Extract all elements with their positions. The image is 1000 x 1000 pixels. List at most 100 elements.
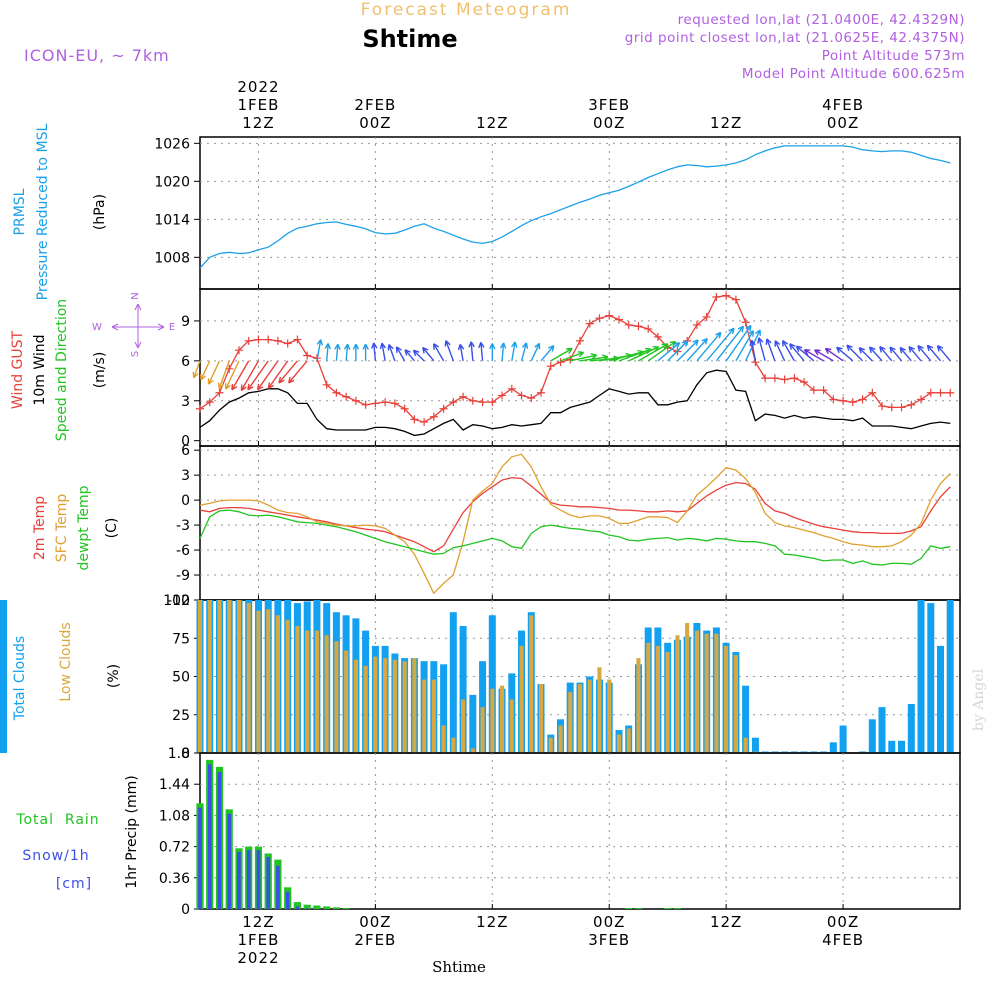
temperature-title: 2m Temp SFC Temp dewpt Temp (C) xyxy=(32,485,120,570)
clouds-bar-low-clouds xyxy=(675,635,680,753)
gust-marker xyxy=(858,395,867,404)
clouds-bar-low-clouds xyxy=(275,615,280,753)
temp-ytick-label: -12 xyxy=(167,593,190,609)
gust-marker xyxy=(234,346,243,355)
clouds-ytick-label: 25 xyxy=(172,708,190,724)
gust-marker xyxy=(400,404,409,413)
clouds-bar-total-clouds xyxy=(868,719,876,753)
wind-direction-arrow xyxy=(667,340,689,362)
wind-direction-arrow xyxy=(217,360,230,390)
gust-marker xyxy=(264,335,273,344)
wind-direction-arrow xyxy=(899,346,912,362)
clouds-bar-total-clouds xyxy=(751,737,759,753)
gust-marker xyxy=(722,291,731,300)
snow-label: Snow/1h xyxy=(22,848,89,864)
wind-direction-arrow xyxy=(824,347,844,362)
wind-direction-arrow xyxy=(412,349,425,362)
prmsl-series-prmsl xyxy=(199,145,951,269)
wind-series-10m-wind xyxy=(199,369,951,437)
temperature-panel: -12 -9 -6 -3 0 3 6 xyxy=(167,443,961,609)
clouds-bar-total-clouds xyxy=(888,740,896,753)
wind-direction-arrow xyxy=(917,345,932,362)
wind-direction-arrow xyxy=(735,330,754,362)
clouds-bar-low-clouds xyxy=(441,725,446,753)
clouds-panel: 0 25 50 75 100 xyxy=(0,593,961,762)
wind-unit: (m/s) xyxy=(92,352,108,389)
wind-direction-arrow xyxy=(433,343,445,362)
precip-bar-total-rain xyxy=(634,908,643,909)
precip-ytick-label: 1.44 xyxy=(159,777,190,793)
wind-direction-arrow xyxy=(638,343,669,362)
clouds-bar-low-clouds xyxy=(587,679,592,753)
clouds-bar-total-clouds xyxy=(878,707,886,753)
gust-marker xyxy=(848,398,857,407)
top-time-label: 2022 xyxy=(237,78,279,96)
bottom-time-label: 1FEB xyxy=(237,931,279,949)
clouds-bar-low-clouds xyxy=(646,642,651,753)
gust-marker xyxy=(303,351,312,360)
wind-direction-arrow xyxy=(749,339,757,361)
wind-direction-arrow xyxy=(404,349,415,362)
wind-direction-arrow xyxy=(288,360,308,384)
wind-direction-arrow xyxy=(520,342,529,362)
clouds-bar-low-clouds xyxy=(383,658,388,753)
clouds-bar-low-clouds xyxy=(344,650,349,753)
clouds-bar-low-clouds xyxy=(402,661,407,753)
gust-marker xyxy=(556,358,565,367)
gust-marker xyxy=(196,404,204,413)
clouds-bar-low-clouds xyxy=(694,630,699,753)
prmsl-ytick-label: 1008 xyxy=(154,250,190,266)
gust-marker xyxy=(614,315,623,324)
temp-ytick-label: 0 xyxy=(181,493,190,509)
wind-direction-arrow xyxy=(324,343,331,361)
station-title: Shtime xyxy=(362,25,457,53)
clouds-bar-low-clouds xyxy=(685,623,690,753)
clouds-bar-low-clouds xyxy=(743,737,748,753)
gust-marker xyxy=(273,336,282,345)
clouds-ytick-label: 0 xyxy=(181,746,190,762)
gust-marker xyxy=(254,335,263,344)
rain-label: Total Rain xyxy=(15,812,99,828)
clouds-ytick-label: 50 xyxy=(172,670,190,686)
t2m-label: 2m Temp xyxy=(32,496,48,560)
gust-marker xyxy=(897,403,906,412)
clouds-bar-low-clouds xyxy=(363,665,368,753)
gust-marker xyxy=(459,392,468,401)
gust-marker xyxy=(624,320,633,329)
wind-direction-arrow xyxy=(936,345,951,362)
clouds-bar-total-clouds xyxy=(898,740,905,753)
top-time-label: 2FEB xyxy=(354,96,396,114)
temp-series-dewpt-temp xyxy=(199,509,951,566)
precip-ytick-label: 0 xyxy=(181,902,190,918)
wind-direction-arrow xyxy=(715,325,745,362)
gust-marker xyxy=(829,395,838,404)
clouds-bar-low-clouds xyxy=(607,679,612,753)
clouds-bar-low-clouds xyxy=(305,630,310,753)
clouds-ytick-label: 100 xyxy=(163,593,190,609)
wind-direction-arrow xyxy=(334,343,341,361)
clouds-bar-low-clouds xyxy=(578,684,583,753)
gust-marker xyxy=(215,388,224,397)
compass-e: E xyxy=(169,322,175,333)
wind-direction-arrow xyxy=(889,346,903,362)
gust-marker xyxy=(585,319,594,328)
wind-direction-arrow xyxy=(765,338,776,362)
precip-ytick-label: 1.8 xyxy=(168,746,190,762)
model-label: ICON-EU, ~ 7km xyxy=(24,46,170,65)
snow-unit: [cm] xyxy=(56,876,92,892)
clouds-bar-low-clouds xyxy=(431,679,436,753)
clouds-bar-low-clouds xyxy=(568,691,573,753)
temp-series-sfc-temp xyxy=(199,453,951,595)
clouds-bar-low-clouds xyxy=(207,600,212,753)
prmsl-ytick-label: 1014 xyxy=(154,212,190,228)
gust-marker xyxy=(429,412,438,421)
wind-direction-arrow xyxy=(676,339,699,362)
precip-title: Total Rain Snow/1h [cm] 1hr Precip (mm) xyxy=(15,775,140,892)
gust-marker xyxy=(605,311,614,320)
wind-direction-arrow xyxy=(278,360,298,384)
clouds-bar-total-clouds xyxy=(829,742,837,753)
clouds-bar-low-clouds xyxy=(256,610,261,753)
clouds-bar-low-clouds xyxy=(558,725,563,753)
wind-direction-arrow xyxy=(457,343,465,361)
